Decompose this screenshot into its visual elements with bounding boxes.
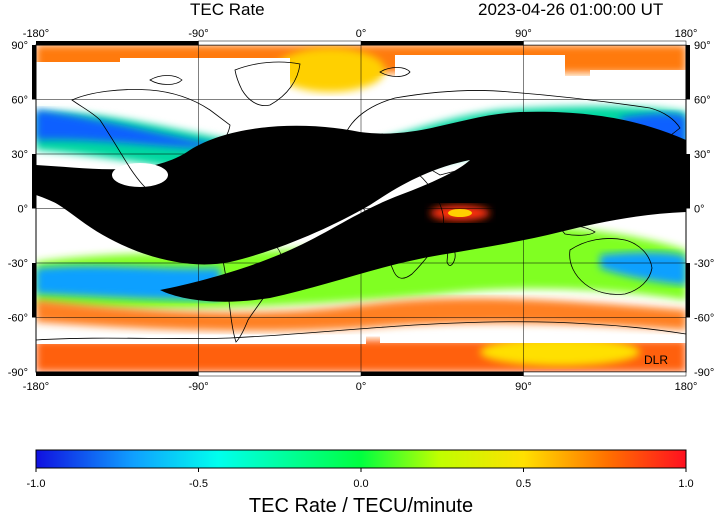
lon-ticks-bottom: -180° -90° 0° 90° 180° <box>23 381 698 393</box>
lat-tick-right: 0° <box>694 204 705 216</box>
coastlines <box>36 61 686 343</box>
lat-tick-left: -30° <box>8 258 28 270</box>
map-grid <box>36 45 686 372</box>
north-yellow-patch <box>275 48 385 92</box>
lon-tick-top: -90° <box>188 28 208 40</box>
lon-tick-bottom: 180° <box>675 381 698 393</box>
colorbar: -1.0 -0.5 0.0 0.5 1.0 TEC Rate / TECU/mi… <box>27 449 694 517</box>
lat-tick-right: 90° <box>694 40 711 52</box>
lon-tick-top: 180° <box>675 28 698 40</box>
colorbar-tick: -1.0 <box>27 478 46 490</box>
colorbar-gradient <box>35 449 687 469</box>
lat-tick-left: 0° <box>17 204 28 216</box>
lon-ticks-top: -180° -90° 0° 90° 180° <box>23 28 698 40</box>
colorbar-tick: 0.5 <box>516 478 531 490</box>
lat-ticks-left: 90° 60° 30° 0° -30° -60° -90° <box>8 40 28 379</box>
lat-tick-right: 60° <box>694 95 711 107</box>
lat-tick-left: 30° <box>11 149 28 161</box>
colorbar-tick: 0.0 <box>353 478 368 490</box>
lon-tick-top: -180° <box>23 28 49 40</box>
colorbar-tick: 1.0 <box>678 478 693 490</box>
lat-tick-right: -30° <box>694 258 714 270</box>
colorbar-tick: -0.5 <box>189 478 208 490</box>
lat-tick-left: 60° <box>11 95 28 107</box>
lon-tick-bottom: -90° <box>188 381 208 393</box>
lon-tick-top: 0° <box>356 28 367 40</box>
colorbar-title: TEC Rate / TECU/minute <box>249 495 473 517</box>
dlr-credit: DLR <box>644 353 668 367</box>
map-title: TEC Rate <box>190 0 265 19</box>
lat-tick-left: -90° <box>8 367 28 379</box>
lon-tick-bottom: 0° <box>356 381 367 393</box>
lon-tick-bottom: 90° <box>515 381 532 393</box>
lon-tick-top: 90° <box>515 28 532 40</box>
lon-tick-bottom: -180° <box>23 381 49 393</box>
map-timestamp: 2023-04-26 01:00:00 UT <box>478 0 664 19</box>
lat-tick-left: 90° <box>11 40 28 52</box>
lat-tick-right: -90° <box>694 367 714 379</box>
lat-ticks-right: 90° 60° 30° 0° -30° -60° -90° <box>694 40 714 379</box>
lat-tick-right: -60° <box>694 313 714 325</box>
map-frame <box>32 40 690 377</box>
lat-tick-right: 30° <box>694 149 711 161</box>
lat-tick-left: -60° <box>8 313 28 325</box>
